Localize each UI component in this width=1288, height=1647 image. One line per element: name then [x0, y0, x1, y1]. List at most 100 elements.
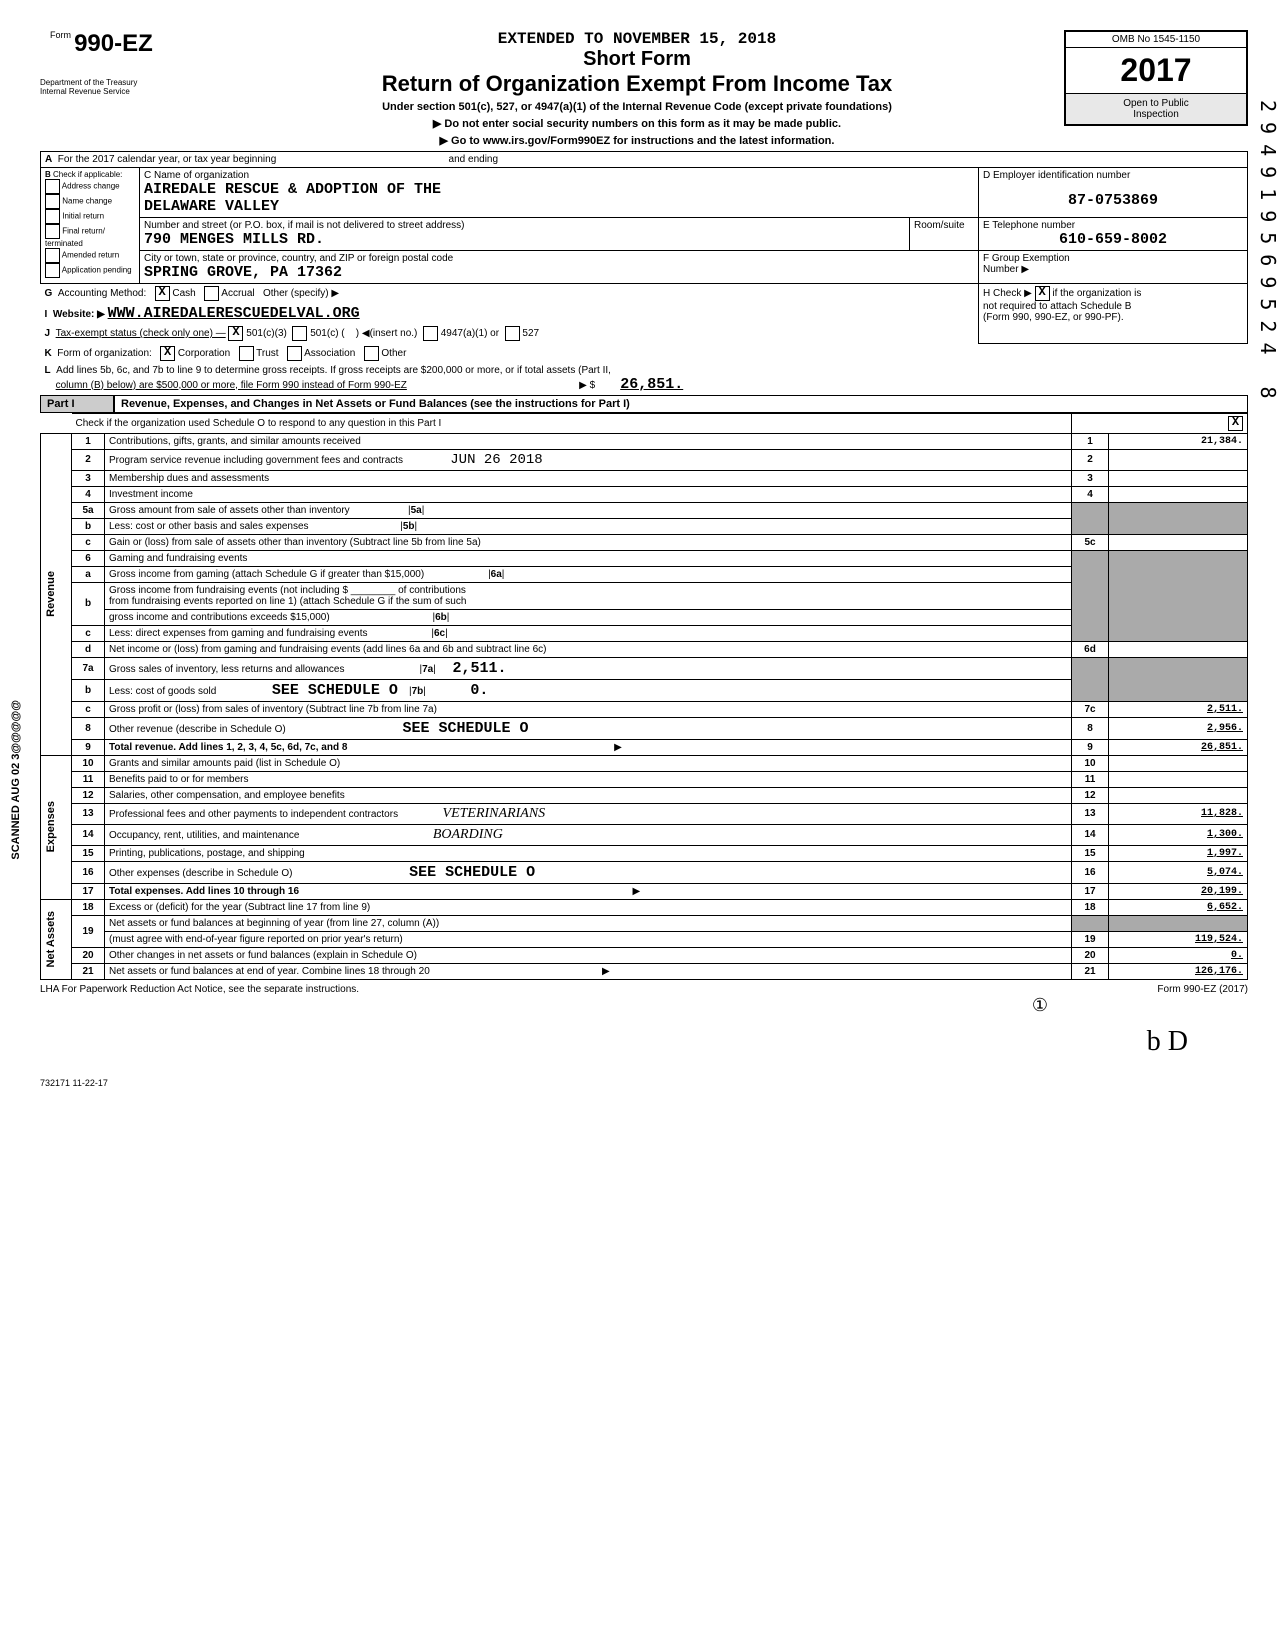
section-k-label: K — [45, 348, 52, 359]
checkbox-501c[interactable] — [292, 326, 307, 341]
line-5a-num: 5a — [72, 502, 105, 518]
form-number: 990-EZ — [74, 30, 153, 57]
section-e-label: E Telephone number — [983, 220, 1075, 231]
side-netassets: Net Assets — [45, 911, 65, 967]
extended-notice: EXTENDED TO NOVEMBER 15, 2018 — [210, 30, 1064, 48]
line-7a-text: Gross sales of inventory, less returns a… — [109, 664, 344, 675]
section-g-label: G — [45, 288, 53, 299]
line-1-amt: 21,384. — [1109, 433, 1248, 449]
checkbox-final-return[interactable] — [45, 224, 60, 239]
section-h-text3: not required to attach Schedule B — [983, 301, 1131, 312]
section-c-label: C Name of organization — [144, 170, 249, 181]
line-12-text: Salaries, other compensation, and employ… — [105, 787, 1072, 803]
line-18-text: Excess or (deficit) for the year (Subtra… — [105, 899, 1072, 915]
line-19-col: 19 — [1072, 931, 1109, 947]
vertical-tracking-number: 294919569524 8 — [1256, 100, 1280, 409]
line-19-text: Net assets or fund balances at beginning… — [105, 915, 1072, 931]
inspection: Inspection — [1070, 109, 1242, 120]
line-3-num: 3 — [72, 470, 105, 486]
line-15-amt: 1,997. — [1109, 845, 1248, 861]
line-2-col: 2 — [1072, 449, 1109, 470]
section-b-label: B — [45, 170, 51, 179]
checkbox-name-change[interactable] — [45, 194, 60, 209]
line-13-hand: VETERINARIANS — [443, 806, 546, 821]
checkbox-assoc[interactable] — [287, 346, 302, 361]
line-10-amt — [1109, 755, 1248, 771]
section-a-label: A — [45, 154, 52, 165]
line-6d-col: 6d — [1072, 641, 1109, 657]
checkbox-cash[interactable]: X — [155, 286, 170, 301]
line-3-col: 3 — [1072, 470, 1109, 486]
phone: 610-659-8002 — [983, 231, 1243, 248]
tax-year: 2017 — [1066, 48, 1246, 93]
line-5a-text: Gross amount from sale of assets other t… — [109, 505, 350, 516]
dept-treasury: Department of the Treasury — [40, 78, 210, 87]
line-8-num: 8 — [72, 717, 105, 739]
other-org-label: Other — [381, 348, 406, 359]
box-5b: 5b — [403, 521, 415, 532]
opt-application-pending: Application pending — [62, 266, 132, 275]
checkbox-part1-schedule-o[interactable]: X — [1228, 416, 1243, 431]
insert-no: ) ◀(insert no.) — [356, 328, 418, 339]
opt-initial-return: Initial return — [62, 212, 104, 221]
checkbox-initial-return[interactable] — [45, 209, 60, 224]
checkbox-527[interactable] — [505, 326, 520, 341]
line-15-text: Printing, publications, postage, and shi… — [105, 845, 1072, 861]
section-b-check-if: Check if applicable: — [53, 170, 122, 179]
line-4-col: 4 — [1072, 486, 1109, 502]
501c3-label: 501(c)(3) — [246, 328, 287, 339]
line-7c-text: Gross profit or (loss) from sales of inv… — [105, 701, 1072, 717]
line-21-amt: 126,176. — [1109, 963, 1248, 979]
assoc-label: Association — [304, 348, 355, 359]
org-name-1: AIREDALE RESCUE & ADOPTION OF THE — [144, 181, 441, 198]
line-6b-num: b — [72, 582, 105, 625]
line-9-arrow: ▶ — [614, 742, 622, 753]
line-6b-text1: Gross income from fundraising events (no… — [109, 585, 348, 596]
room-label: Room/suite — [914, 220, 965, 231]
subtitle-2: ▶ Do not enter social security numbers o… — [210, 117, 1064, 130]
entity-info-table: A For the 2017 calendar year, or tax yea… — [40, 151, 1248, 395]
line-5c-col: 5c — [1072, 534, 1109, 550]
line-18-num: 18 — [72, 899, 105, 915]
line-10-col: 10 — [1072, 755, 1109, 771]
section-j-label: J — [45, 328, 51, 339]
subtitle-1: Under section 501(c), 527, or 4947(a)(1)… — [210, 101, 1064, 113]
box-6a: 6a — [491, 569, 502, 580]
checkbox-application-pending[interactable] — [45, 263, 60, 278]
ein: 87-0753869 — [983, 192, 1243, 209]
part1-label: Part I — [40, 395, 114, 413]
checkbox-other-org[interactable] — [364, 346, 379, 361]
4947-label: 4947(a)(1) or — [441, 328, 499, 339]
line-20-amt: 0. — [1109, 947, 1248, 963]
line-18-amt: 6,652. — [1109, 899, 1248, 915]
city-label: City or town, state or province, country… — [144, 253, 453, 264]
line-4-num: 4 — [72, 486, 105, 502]
line-5b-text: Less: cost or other basis and sales expe… — [109, 521, 309, 532]
line-17-text: Total expenses. Add lines 10 through 16 — [109, 886, 299, 897]
line-7b-num: b — [72, 679, 105, 701]
checkbox-corp[interactable]: X — [160, 346, 175, 361]
checkbox-trust[interactable] — [239, 346, 254, 361]
section-l-arrow: ▶ $ — [579, 380, 595, 391]
other-specify-label: Other (specify) ▶ — [263, 288, 339, 299]
checkbox-4947[interactable] — [423, 326, 438, 341]
main-title: Return of Organization Exempt From Incom… — [210, 71, 1064, 97]
line-17-arrow: ▶ — [632, 886, 640, 897]
box-7a: 7a — [422, 664, 433, 675]
checkbox-h[interactable]: X — [1035, 286, 1050, 301]
scanned-stamp: SCANNED AUG 02 3@@@@@ — [10, 700, 30, 860]
checkbox-accrual[interactable] — [204, 286, 219, 301]
box-7b-amt: 0. — [470, 682, 488, 699]
line-7b-extra: SEE SCHEDULE O — [272, 682, 398, 699]
line-6d-num: d — [72, 641, 105, 657]
part1-lines-table: Check if the organization used Schedule … — [40, 413, 1248, 980]
line-8-extra: SEE SCHEDULE O — [402, 720, 528, 737]
checkbox-amended-return[interactable] — [45, 248, 60, 263]
line-6c-num: c — [72, 625, 105, 641]
line-6c-text: Less: direct expenses from gaming and fu… — [109, 628, 367, 639]
accrual-label: Accrual — [221, 288, 254, 299]
checkbox-address-change[interactable] — [45, 179, 60, 194]
box-7a-amt: 2,511. — [453, 660, 507, 677]
line-18-col: 18 — [1072, 899, 1109, 915]
checkbox-501c3[interactable]: X — [228, 326, 243, 341]
